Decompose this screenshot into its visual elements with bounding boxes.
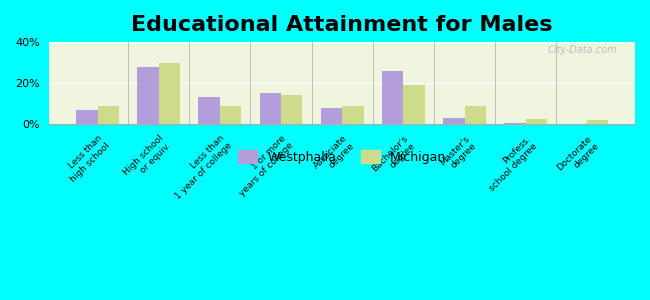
Bar <box>321 108 343 124</box>
Bar <box>382 71 404 124</box>
Bar <box>159 63 180 124</box>
Title: Educational Attainment for Males: Educational Attainment for Males <box>131 15 553 35</box>
Bar <box>343 106 363 124</box>
Text: City-Data.com: City-Data.com <box>548 45 617 55</box>
Bar <box>465 106 486 124</box>
Bar <box>404 85 425 124</box>
Legend: Westphalia, Michigan: Westphalia, Michigan <box>233 145 451 169</box>
Bar <box>526 119 547 124</box>
Bar <box>259 93 281 124</box>
Bar <box>137 67 159 124</box>
Bar <box>198 98 220 124</box>
Bar <box>281 95 302 124</box>
Bar <box>443 118 465 124</box>
Bar <box>98 106 119 124</box>
Bar <box>587 120 608 124</box>
Bar <box>76 110 98 124</box>
Bar <box>220 106 241 124</box>
Bar <box>504 123 526 124</box>
